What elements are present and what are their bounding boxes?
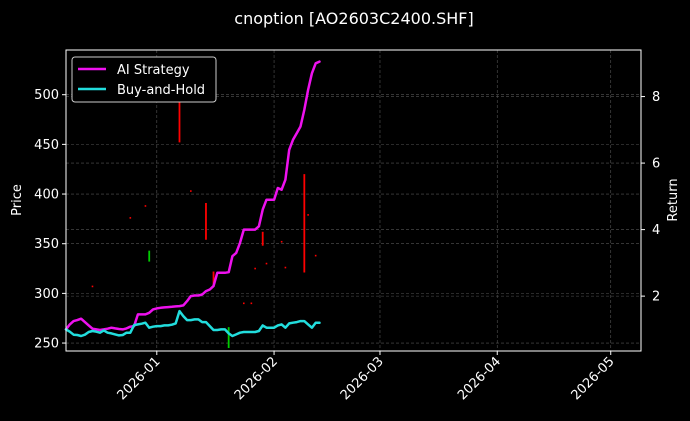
y-tick-label-350: 350: [34, 237, 59, 252]
series-line-buy-and-hold: [64, 309, 321, 338]
legend-label-buy-and-hold: Buy-and-Hold: [117, 83, 205, 98]
y-axis-label: Price: [10, 184, 25, 216]
price-dot-2026-01-27: [254, 267, 256, 270]
price-dot-2026-02-03: [280, 240, 283, 243]
price-dot-2026-02-04: [284, 266, 287, 269]
price-dot-2025-12-29: [144, 205, 147, 207]
price-dot-2026-01-10: [190, 190, 192, 192]
y-tick-label-250: 250: [34, 337, 59, 352]
price-dot-2026-01-26: [250, 302, 253, 305]
price-dot-2025-12-15: [91, 285, 94, 288]
plot-frame: [65, 49, 642, 352]
legend-box: [71, 56, 217, 103]
price-dot-2025-12-25: [129, 217, 132, 219]
y-tick-label-500: 500: [34, 88, 59, 103]
y-tick-label-400: 400: [34, 188, 59, 203]
series-lines: [64, 60, 321, 338]
y2-tick-label-8: 8: [652, 90, 660, 105]
y2-tick-label-6: 6: [652, 157, 660, 172]
price-dot-2026-02-12: [314, 254, 317, 257]
y-tick-label-300: 300: [34, 287, 59, 302]
y2-tick-label-4: 4: [652, 223, 660, 238]
y2-tick-label-2: 2: [652, 290, 660, 305]
price-dot-2026-01-24: [242, 302, 245, 305]
chart-title: cnoption [AO2603C2400.SHF]: [234, 9, 473, 28]
legend: AI Strategy Buy-and-Hold: [71, 56, 217, 103]
series-line-ai-strategy: [64, 60, 321, 332]
price-dot-2026-02-10: [307, 214, 309, 216]
legend-label-ai-strategy: AI Strategy: [117, 63, 190, 78]
price-dot-2026-01-30: [265, 262, 268, 265]
grid: [66, 50, 641, 351]
y-tick-label-450: 450: [34, 138, 59, 153]
y2-axis-label: Return: [666, 178, 681, 221]
